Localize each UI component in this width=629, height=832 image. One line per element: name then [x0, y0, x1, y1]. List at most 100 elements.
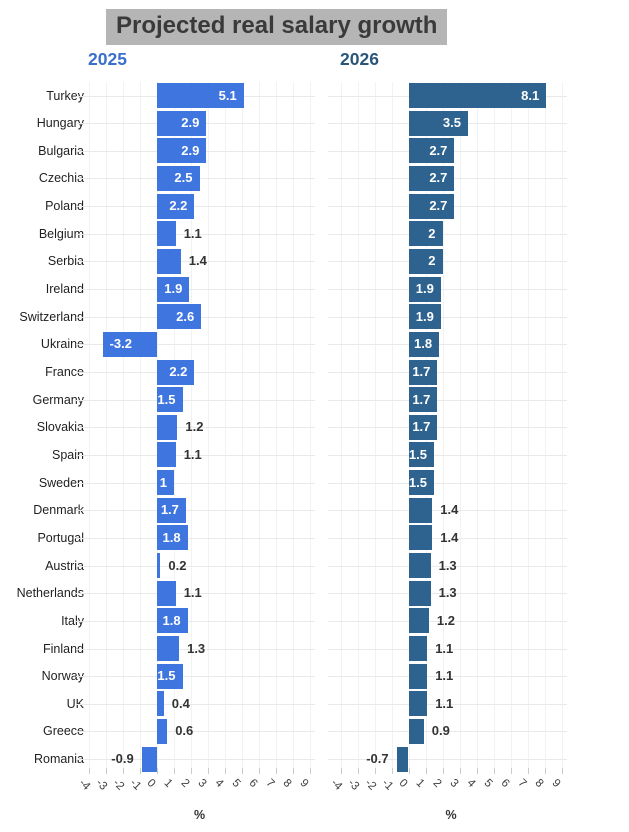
tick-label: 8 — [280, 777, 294, 791]
category-label-bulgaria: Bulgaria — [38, 143, 84, 158]
value-label-2025-netherlands: 1.1 — [183, 585, 202, 601]
tick-label: 3 — [447, 777, 461, 791]
bar-2026-czechia — [408, 165, 455, 191]
category-label-ukraine: Ukraine — [40, 337, 84, 352]
bar-2026-belgium — [408, 221, 443, 247]
value-label-2026-austria: 1.3 — [438, 557, 457, 573]
value-label-2026-czechia: 2.7 — [429, 170, 448, 186]
gridline-horizontal — [327, 482, 567, 484]
value-label-2025-slovakia: 1.2 — [185, 419, 204, 435]
value-label-2025-france: 2.2 — [169, 364, 188, 379]
gridline-vertical — [89, 82, 90, 771]
value-label-2026-turkey: 8.1 — [521, 87, 540, 103]
value-label-2026-greece: 0.9 — [431, 723, 450, 739]
x-axis-label-2025: % — [193, 808, 206, 822]
category-label-austria: Austria — [45, 558, 84, 573]
axis-tick — [225, 768, 226, 774]
gridline-vertical — [123, 82, 124, 771]
tick-label: 0 — [144, 777, 158, 791]
category-label-france: France — [45, 365, 84, 379]
gridline-vertical — [544, 82, 546, 771]
tick-label: -4 — [76, 777, 93, 793]
value-label-2025-denmark: 1.7 — [160, 502, 179, 518]
axis-tick — [459, 768, 461, 774]
tick-label: 5 — [481, 777, 495, 791]
gridline-vertical — [208, 82, 209, 771]
category-label-slovakia: Slovakia — [36, 420, 84, 435]
value-label-2026-sweden: 1.5 — [408, 474, 427, 490]
category-label-netherlands: Netherlands — [16, 586, 84, 601]
bar-2026-austria — [408, 553, 431, 579]
gridline-vertical — [459, 82, 461, 771]
axis-tick — [259, 768, 260, 774]
gridline-horizontal — [327, 427, 567, 429]
gridline-vertical — [527, 82, 529, 771]
gridline-horizontal — [76, 648, 315, 650]
bar-2026-italy — [408, 608, 429, 634]
value-label-2025-spain: 1.1 — [183, 446, 202, 462]
category-label-norway: Norway — [41, 669, 84, 684]
tick-label: 1 — [413, 777, 427, 791]
value-label-2026-germany: 1.7 — [412, 391, 431, 407]
bar-2025-ukraine — [102, 331, 157, 357]
gridline-horizontal — [76, 289, 315, 291]
gridline-vertical — [242, 82, 243, 771]
gridline-vertical — [374, 82, 376, 771]
bar-2026-ireland — [408, 276, 441, 302]
gridline-horizontal — [327, 372, 567, 373]
tick-label: -1 — [127, 777, 144, 793]
bar-2026-turkey — [408, 83, 547, 108]
axis-tick — [442, 768, 444, 774]
axis-tick — [89, 768, 90, 774]
axis-tick — [276, 768, 277, 774]
gridline-vertical — [310, 82, 311, 771]
value-label-2026-belgium: 2 — [428, 225, 436, 241]
axis-tick — [208, 768, 209, 774]
gridline-vertical — [561, 82, 563, 771]
value-label-2025-poland: 2.2 — [169, 198, 188, 214]
bar-2025-norway — [157, 663, 183, 689]
bar-2025-serbia — [157, 248, 181, 274]
tick-label: 9 — [297, 777, 311, 791]
value-label-2025-portugal: 1.8 — [162, 529, 181, 545]
tick-label: 1 — [161, 777, 175, 791]
gridline-vertical — [340, 82, 342, 771]
gridline-horizontal — [327, 344, 567, 346]
axis-tick — [527, 768, 529, 774]
bar-2025-ireland — [157, 276, 190, 302]
axis-tick — [425, 768, 427, 774]
gridline-horizontal — [327, 454, 567, 456]
tick-label: 5 — [229, 777, 243, 791]
axis-tick — [544, 768, 546, 774]
value-label-2026-hungary: 3.5 — [442, 115, 461, 131]
value-label-2026-ukraine: 1.8 — [414, 336, 433, 352]
value-label-2025-ireland: 1.9 — [164, 281, 183, 297]
gridline-horizontal — [76, 482, 315, 484]
bar-2025-slovakia — [157, 414, 178, 440]
gridline-horizontal — [327, 620, 567, 622]
tick-label: 2 — [178, 777, 192, 791]
bar-2025-greece — [157, 718, 168, 744]
bar-2026-norway — [408, 663, 428, 689]
tick-label: 6 — [246, 777, 260, 791]
category-label-denmark: Denmark — [33, 503, 84, 518]
bar-2025-switzerland — [157, 304, 202, 330]
series-header-2025: 2025 — [88, 49, 127, 69]
axis-tick — [493, 768, 495, 774]
gridline-horizontal — [327, 565, 567, 567]
gridline-horizontal — [76, 537, 315, 539]
bar-2025-austria — [157, 553, 161, 579]
gridline-horizontal — [76, 620, 315, 622]
value-label-2026-switzerland: 1.9 — [415, 308, 434, 324]
category-label-ireland: Ireland — [45, 282, 84, 297]
bar-2025-netherlands — [157, 580, 176, 606]
gridline-vertical — [106, 82, 107, 771]
axis-tick — [157, 768, 158, 774]
value-label-2025-bulgaria: 2.9 — [181, 142, 200, 158]
value-label-2026-poland: 2.7 — [429, 198, 448, 214]
tick-label: 4 — [212, 777, 226, 791]
tick-label: 7 — [515, 777, 529, 791]
bar-2026-ukraine — [408, 331, 440, 357]
gridline-horizontal — [76, 510, 315, 512]
